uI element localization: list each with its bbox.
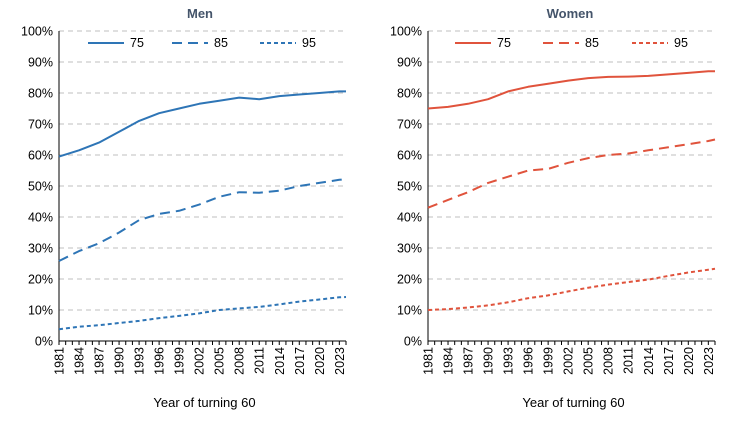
men-series-85-line <box>58 178 347 262</box>
women-x-tick-label: 1981 <box>422 347 436 375</box>
men-x-tick-label: 1996 <box>153 347 167 375</box>
men-y-tick-label: 0% <box>35 335 53 349</box>
men-x-tick-label: 2017 <box>293 347 307 375</box>
men-x-tick-label: 2002 <box>193 347 207 375</box>
men-series-95-line <box>58 296 347 331</box>
women-x-tick-label: 2020 <box>682 347 696 375</box>
women-y-tick-label: 30% <box>397 242 422 256</box>
men-y-tick-label: 50% <box>28 180 53 194</box>
men-y-tick-label: 60% <box>28 149 53 163</box>
men-x-tick-label: 1984 <box>73 347 87 375</box>
women-legend-85-label: 85 <box>585 36 599 50</box>
women-x-axis-title: Year of turning 60 <box>522 395 624 410</box>
men-x-tick-label: 2023 <box>333 347 347 375</box>
men-x-tick-label: 1999 <box>173 347 187 375</box>
men-x-tick-label: 1993 <box>133 347 147 375</box>
women-x-tick-label: 2005 <box>582 347 596 375</box>
women-x-tick-label: 2017 <box>662 347 676 375</box>
women-x-tick-label: 1990 <box>482 347 496 375</box>
women-panel-title: Women <box>547 6 594 21</box>
men-y-tick-label: 20% <box>28 273 53 287</box>
men-y-tick-label: 40% <box>28 211 53 225</box>
men-y-tick-label: 80% <box>28 87 53 101</box>
men-x-tick-label: 2014 <box>273 347 287 375</box>
women-panel: Women 0% 10% 20% 30% 40% 50% 60% 70% 80% 90% 100% 19… <box>390 6 716 410</box>
men-y-tick-label: 30% <box>28 242 53 256</box>
women-y-tick-label: 20% <box>397 273 422 287</box>
women-y-tick-label: 80% <box>397 87 422 101</box>
women-x-tick-label: 1993 <box>502 347 516 375</box>
women-x-tick-label: 2002 <box>562 347 576 375</box>
women-x-tick-label: 1984 <box>442 347 456 375</box>
men-y-tick-label: 90% <box>28 56 53 70</box>
women-x-tick-label: 2014 <box>642 347 656 375</box>
women-x-tick-label: 1987 <box>462 347 476 375</box>
women-y-tick-label: 40% <box>397 211 422 225</box>
women-y-tick-label: 0% <box>404 335 422 349</box>
women-x-tick-label: 2011 <box>622 347 636 374</box>
men-series-75-line <box>58 90 346 158</box>
men-x-axis-title: Year of turning 60 <box>153 395 255 410</box>
men-x-tick-label: 2005 <box>213 347 227 375</box>
men-x-tick-label: 2008 <box>233 347 247 375</box>
men-x-tick-label: 1987 <box>93 347 107 375</box>
men-y-tick-label: 70% <box>28 118 53 132</box>
men-legend-75-label: 75 <box>130 36 144 50</box>
women-series-75-line <box>427 70 715 110</box>
women-series-85-line <box>427 138 716 209</box>
women-y-tick-label: 70% <box>397 118 422 132</box>
women-legend-75-label: 75 <box>497 36 511 50</box>
men-x-tick-label: 1981 <box>53 347 67 375</box>
men-y-tick-label: 100% <box>21 25 53 39</box>
women-y-tick-label: 50% <box>397 180 422 194</box>
women-series-95-line <box>427 267 716 311</box>
women-x-tick-label: 1996 <box>522 347 536 375</box>
women-legend-95-label: 95 <box>674 36 688 50</box>
men-x-tick-label: 1990 <box>113 347 127 375</box>
women-x-tick-label: 2008 <box>602 347 616 375</box>
men-panel: Men 0% 10% 20% 30% 40% 50% 60% 70% 80% 90% 100% 1981… <box>21 6 347 410</box>
women-x-tick-label: 2023 <box>702 347 716 375</box>
women-y-tick-label: 10% <box>397 304 422 318</box>
men-y-tick-label: 10% <box>28 304 53 318</box>
men-x-tick-label: 2020 <box>313 347 327 375</box>
men-x-tick-label: 2011 <box>253 347 267 374</box>
women-y-tick-label: 60% <box>397 149 422 163</box>
men-panel-title: Men <box>187 6 213 21</box>
women-y-tick-label: 100% <box>390 25 422 39</box>
men-legend-95-label: 95 <box>302 36 316 50</box>
women-y-tick-label: 90% <box>397 56 422 70</box>
women-x-tick-label: 1999 <box>542 347 556 375</box>
men-legend-85-label: 85 <box>214 36 228 50</box>
